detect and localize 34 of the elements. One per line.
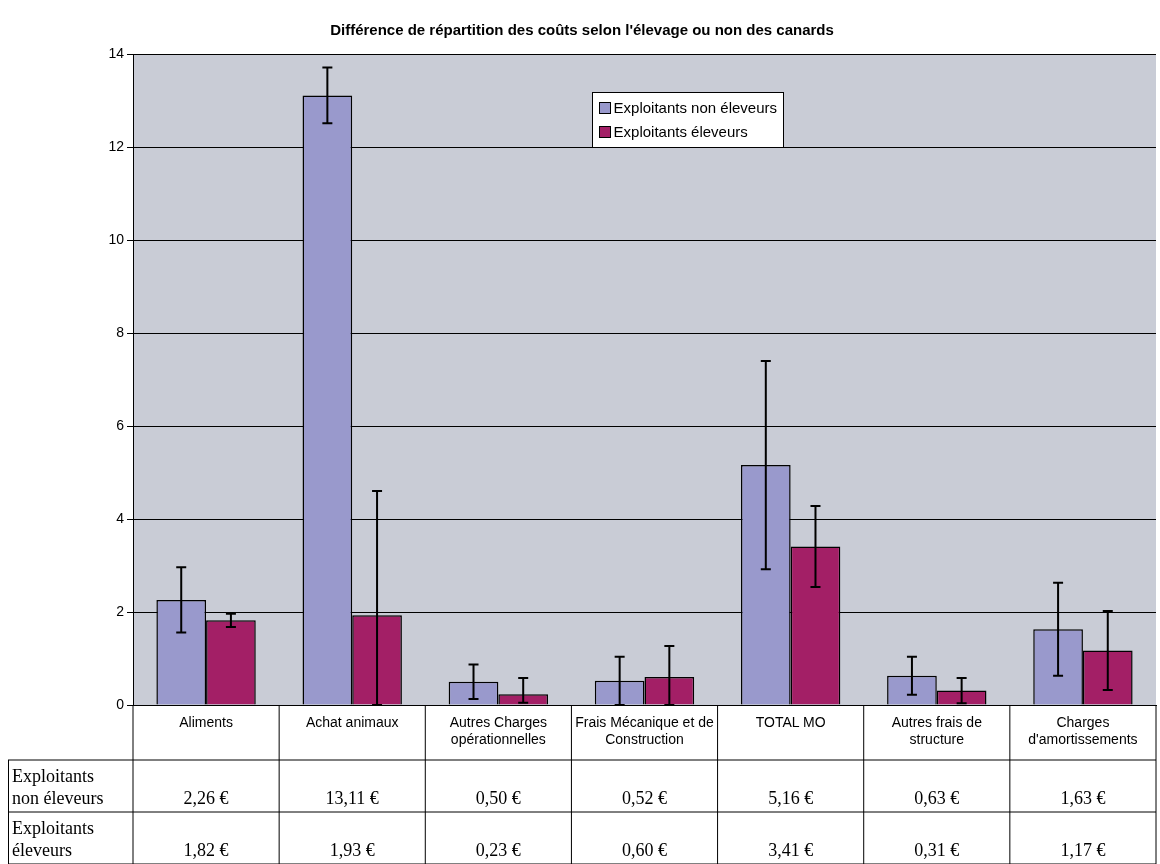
data-label: 0,23 € xyxy=(475,840,521,860)
y-tick-label: 0 xyxy=(116,695,125,712)
y-tick-label: 14 xyxy=(108,44,125,61)
x-tick-label: Autres Charges opérationnelles xyxy=(449,714,547,748)
y-tick-label: 8 xyxy=(116,323,125,340)
y-tick-label: 4 xyxy=(116,509,125,526)
y-tick-label: 6 xyxy=(116,416,125,433)
text: Exploitants éleveurs xyxy=(12,818,94,860)
x-tick-label: Achat animaux xyxy=(305,714,399,731)
data-label: 3,41 € xyxy=(768,840,814,860)
x-tick-label: TOTAL MO xyxy=(755,714,826,731)
x-tick-label: Aliments xyxy=(179,714,233,731)
data-label: 1,93 € xyxy=(329,840,375,860)
data-label: 1,63 € xyxy=(1060,788,1106,808)
data-label: 0,63 € xyxy=(914,788,960,808)
legend-label: Exploitants éleveurs xyxy=(613,122,748,142)
data-label: 0,50 € xyxy=(475,788,521,808)
data-label: 1,17 € xyxy=(1060,840,1106,860)
data-label: 2,26 € xyxy=(183,788,229,808)
y-tick-label: 2 xyxy=(116,602,125,619)
x-tick-label: Frais Mécanique et de Construction xyxy=(575,714,714,748)
chart-title: Différence de répartition des coûts selon l'élevage ou non des canards xyxy=(330,21,834,39)
data-label: 1,82 € xyxy=(183,840,229,860)
data-label: 13,11 € xyxy=(325,788,379,808)
data-label: 5,16 € xyxy=(768,788,814,808)
data-label: 0,52 € xyxy=(622,788,667,808)
text: Exploitants non éleveurs xyxy=(12,766,104,808)
x-tick-label: Charges d'amortissements xyxy=(1028,714,1138,748)
y-tick-label: 12 xyxy=(108,137,125,154)
y-tick-label: 10 xyxy=(108,230,125,247)
legend-label: Exploitants non éleveurs xyxy=(613,98,777,118)
data-label: 0,60 € xyxy=(622,840,667,860)
x-tick-label: Autres frais de structure xyxy=(891,714,983,748)
data-label: 0,31 € xyxy=(914,840,960,860)
